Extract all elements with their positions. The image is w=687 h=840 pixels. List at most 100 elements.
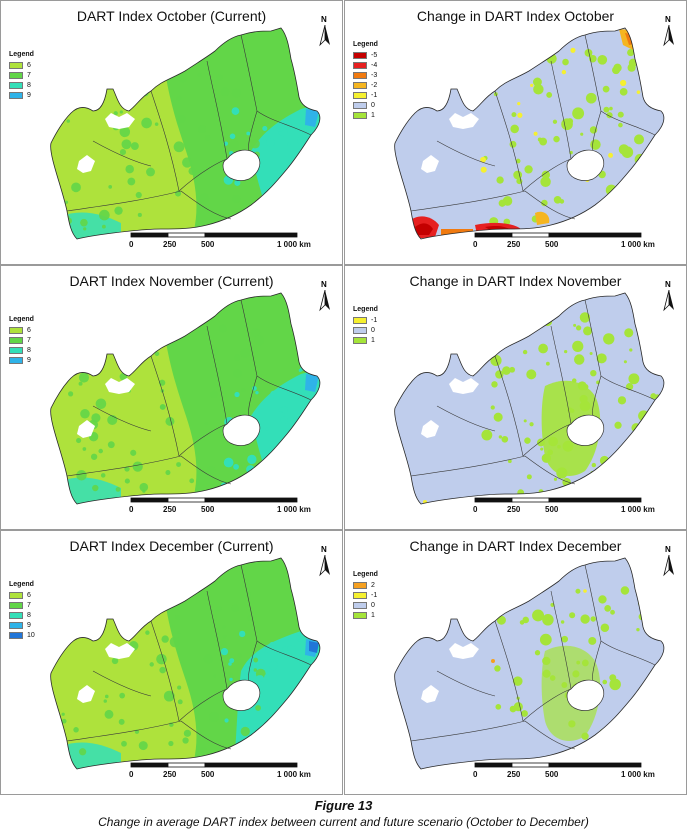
- province-borders: [410, 564, 656, 750]
- legend-label: 1: [371, 611, 375, 619]
- legend-swatch: [353, 326, 367, 334]
- legend-label: -1: [371, 316, 378, 324]
- legend-swatch: [9, 336, 23, 344]
- scale-label: 1 000 km: [277, 240, 311, 249]
- scale-bar: 0 250 500 1 000 km: [105, 496, 311, 526]
- north-label: N: [665, 545, 671, 554]
- north-label: N: [665, 280, 671, 289]
- map-canvas: [394, 292, 665, 505]
- north-label: N: [321, 280, 327, 289]
- legend-swatch: [9, 631, 23, 639]
- scale-label: 250: [507, 240, 521, 249]
- panel-november-current: DART Index November (Current) Legend 6 7 8 9…: [0, 265, 343, 530]
- legend-label: 8: [27, 611, 31, 619]
- north-label: N: [321, 15, 327, 24]
- legend-title: Legend: [353, 571, 378, 578]
- scale-label: 500: [545, 770, 559, 779]
- scale-label: 1 000 km: [621, 240, 655, 249]
- scale-label: 500: [545, 505, 559, 514]
- legend-label: 1: [371, 336, 375, 344]
- legend-label: 0: [371, 601, 375, 609]
- scale-label: 0: [473, 505, 478, 514]
- scale-label: 1 000 km: [621, 770, 655, 779]
- map-legend: Legend 6 7 8 9 10: [9, 581, 35, 640]
- legend-swatch: [9, 61, 23, 69]
- legend-swatch: [9, 91, 23, 99]
- north-arrow-icon: N: [318, 545, 332, 577]
- legend-swatch: [9, 601, 23, 609]
- scale-label: 500: [201, 770, 215, 779]
- lesotho-area: [566, 679, 605, 711]
- map-legend: Legend 6 7 8 9: [9, 51, 34, 100]
- figure-number: Figure 13: [314, 798, 373, 813]
- figure-caption: Figure 13 Change in average DART index b…: [0, 797, 687, 830]
- legend-swatch: [353, 71, 367, 79]
- legend-item: 9: [9, 355, 34, 365]
- legend-title: Legend: [9, 316, 34, 323]
- legend-item: 1: [353, 610, 378, 620]
- land-area: [394, 28, 664, 239]
- legend-swatch: [353, 316, 367, 324]
- legend-label: 7: [27, 71, 31, 79]
- map-canvas: [50, 557, 321, 770]
- legend-label: -5: [371, 51, 378, 59]
- province-borders: [66, 299, 312, 485]
- legend-item: 7: [9, 335, 34, 345]
- legend-swatch: [353, 111, 367, 119]
- legend-label: 0: [371, 101, 375, 109]
- legend-swatch: [353, 591, 367, 599]
- scale-bar: 0 250 500 1 000 km: [105, 761, 311, 791]
- north-arrow-icon: N: [318, 15, 332, 47]
- scale-label: 1 000 km: [277, 505, 311, 514]
- map-canvas: [394, 557, 665, 770]
- land-area: [394, 293, 664, 504]
- province-borders: [410, 34, 656, 220]
- legend-swatch: [9, 611, 23, 619]
- panel-title: DART Index December (Current): [69, 538, 274, 554]
- north-label: N: [665, 15, 671, 24]
- legend-label: -4: [371, 61, 378, 69]
- province-borders: [410, 299, 656, 485]
- legend-label: 2: [371, 581, 375, 589]
- legend-item: 0: [353, 100, 378, 110]
- country-outline: [394, 292, 665, 505]
- legend-item: 8: [9, 610, 35, 620]
- scale-bar: 0 250 500 1 000 km: [105, 231, 311, 261]
- legend-swatch: [353, 51, 367, 59]
- panel-title: Change in DART Index November: [409, 273, 622, 289]
- map-legend: Legend -5 -4 -3 -2 -1 0 1: [353, 41, 378, 120]
- map-legend: Legend -1 0 1: [353, 306, 378, 345]
- panel-title: Change in DART Index October: [416, 8, 615, 24]
- legend-label: -2: [371, 81, 378, 89]
- scale-label: 250: [163, 240, 177, 249]
- legend-item: 8: [9, 345, 34, 355]
- north-arrow-icon: N: [662, 280, 676, 312]
- scale-label: 1 000 km: [621, 505, 655, 514]
- country-outline: [394, 557, 665, 770]
- legend-swatch: [353, 336, 367, 344]
- legend-item: 6: [9, 590, 35, 600]
- panel-december-current: DART Index December (Current) Legend 6 7 8 9…: [0, 530, 343, 795]
- legend-label: 7: [27, 601, 31, 609]
- legend-item: -1: [353, 590, 378, 600]
- scale-bar: 0 250 500 1 000 km: [449, 496, 655, 526]
- country-outline: [50, 27, 321, 240]
- map-legend: Legend 6 7 8 9: [9, 316, 34, 365]
- legend-item: 10: [9, 630, 35, 640]
- scale-label: 250: [163, 770, 177, 779]
- map-grid: DART Index October (Current) Legend 6 7 8 9 N…: [0, 0, 687, 795]
- legend-label: 6: [27, 591, 31, 599]
- legend-label: 9: [27, 91, 31, 99]
- legend-label: 1: [371, 111, 375, 119]
- country-outline: [50, 292, 321, 505]
- legend-item: 1: [353, 335, 378, 345]
- legend-swatch: [353, 91, 367, 99]
- legend-item: 2: [353, 580, 378, 590]
- legend-title: Legend: [9, 581, 34, 588]
- scale-label: 1 000 km: [277, 770, 311, 779]
- legend-item: -5: [353, 50, 378, 60]
- north-arrow-icon: N: [318, 280, 332, 312]
- lesotho-area: [566, 414, 605, 446]
- legend-title: Legend: [9, 51, 34, 58]
- legend-swatch: [353, 101, 367, 109]
